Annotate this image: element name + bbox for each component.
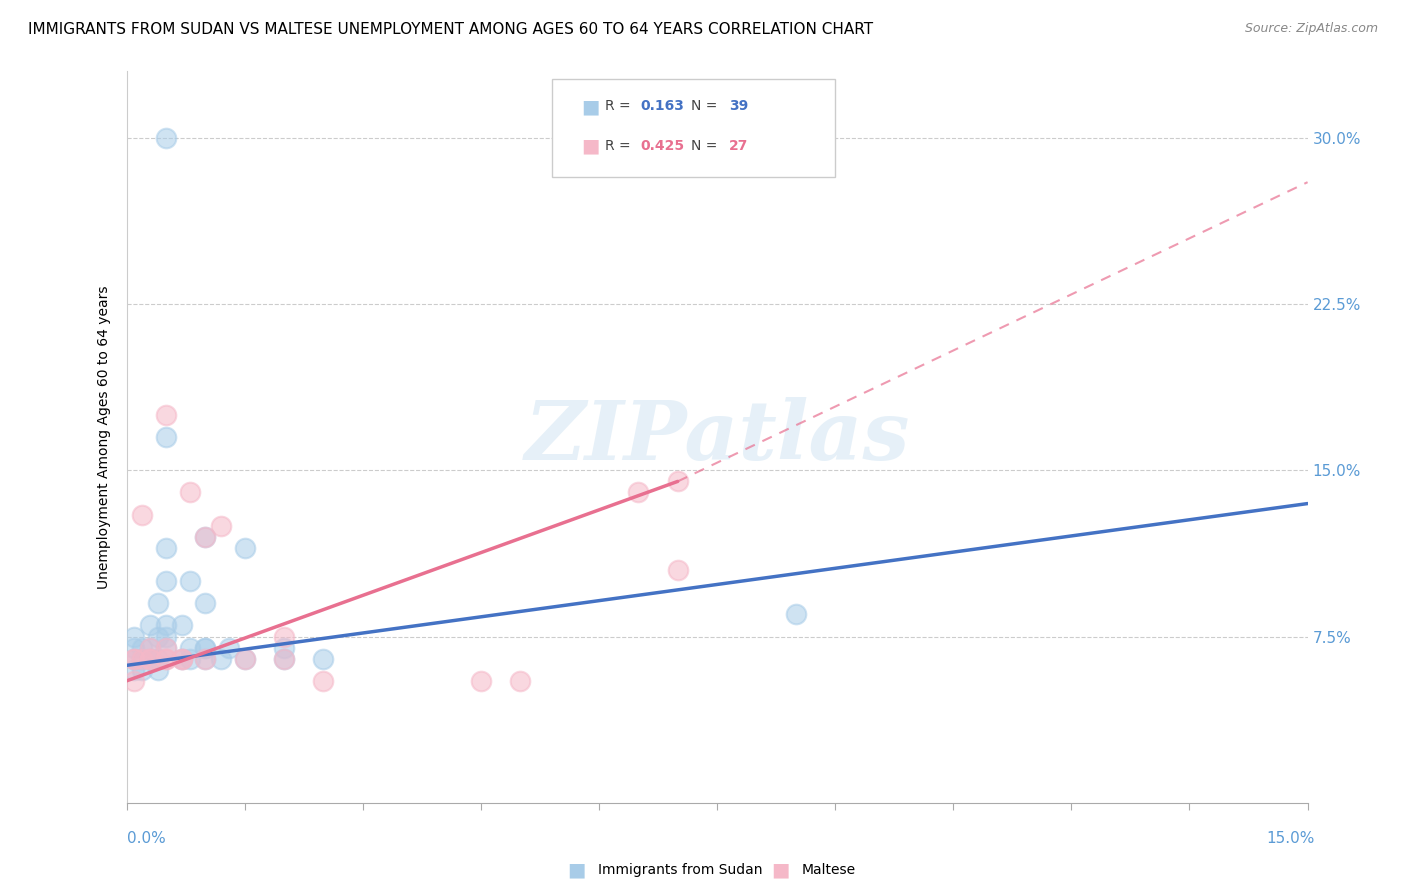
Text: Maltese: Maltese (801, 863, 855, 877)
Point (170, 651, 193, 665)
Point (233, 541, 256, 555)
Point (155, 574, 177, 589)
Point (312, 651, 335, 665)
Point (179, 651, 201, 665)
Point (194, 651, 217, 665)
Point (131, 640, 153, 655)
Point (155, 541, 177, 555)
Point (124, 651, 146, 665)
Point (139, 618, 162, 632)
Point (194, 640, 217, 655)
Point (146, 596, 169, 610)
Point (139, 651, 162, 665)
Point (139, 640, 162, 655)
Text: Source: ZipAtlas.com: Source: ZipAtlas.com (1244, 22, 1378, 36)
Point (146, 663, 169, 677)
Point (170, 651, 193, 665)
Point (155, 618, 177, 632)
Point (273, 630, 295, 644)
Point (155, 651, 177, 665)
Y-axis label: Unemployment Among Ages 60 to 64 years: Unemployment Among Ages 60 to 64 years (97, 285, 111, 589)
Point (139, 640, 162, 655)
Point (273, 651, 295, 665)
Text: Immigrants from Sudan: Immigrants from Sudan (598, 863, 762, 877)
Point (194, 596, 217, 610)
Point (131, 663, 153, 677)
Text: N =: N = (692, 100, 721, 113)
Point (218, 640, 240, 655)
Point (131, 508, 153, 522)
Point (666, 563, 689, 577)
Point (209, 518, 232, 533)
Point (785, 607, 807, 622)
Point (131, 651, 153, 665)
Text: ■: ■ (581, 97, 599, 116)
Point (146, 651, 169, 665)
Point (179, 574, 201, 589)
Text: 0.163: 0.163 (640, 100, 685, 113)
Point (155, 430, 177, 444)
Text: ZIPatlas: ZIPatlas (524, 397, 910, 477)
Point (194, 651, 217, 665)
FancyBboxPatch shape (551, 78, 835, 178)
Point (124, 673, 146, 688)
Point (509, 673, 531, 688)
Point (170, 651, 193, 665)
Text: IMMIGRANTS FROM SUDAN VS MALTESE UNEMPLOYMENT AMONG AGES 60 TO 64 YEARS CORRELAT: IMMIGRANTS FROM SUDAN VS MALTESE UNEMPLO… (28, 22, 873, 37)
Point (155, 131, 177, 145)
Text: 15.0%: 15.0% (1267, 831, 1315, 846)
Text: R =: R = (605, 139, 636, 153)
Text: R =: R = (605, 100, 636, 113)
Point (139, 651, 162, 665)
Text: 39: 39 (728, 100, 748, 113)
Text: 27: 27 (728, 139, 748, 153)
Point (194, 640, 217, 655)
Point (155, 640, 177, 655)
Point (194, 530, 217, 544)
Point (139, 651, 162, 665)
Point (155, 640, 177, 655)
Point (273, 640, 295, 655)
Point (209, 651, 232, 665)
Text: 0.0%: 0.0% (127, 831, 166, 846)
Point (155, 651, 177, 665)
Text: ■: ■ (770, 860, 790, 880)
Point (124, 640, 146, 655)
Point (146, 630, 169, 644)
Point (179, 485, 201, 500)
Point (124, 630, 146, 644)
Point (124, 651, 146, 665)
Text: 0.425: 0.425 (640, 139, 685, 153)
Point (179, 640, 201, 655)
Point (470, 673, 492, 688)
Point (131, 651, 153, 665)
Point (124, 651, 146, 665)
Point (312, 673, 335, 688)
Point (124, 663, 146, 677)
Point (194, 530, 217, 544)
Text: N =: N = (692, 139, 721, 153)
Text: ■: ■ (567, 860, 586, 880)
Point (273, 651, 295, 665)
Point (155, 408, 177, 422)
Point (627, 485, 650, 500)
Point (233, 651, 256, 665)
Point (155, 630, 177, 644)
Point (170, 618, 193, 632)
Text: ■: ■ (581, 136, 599, 155)
Point (666, 475, 689, 489)
Point (233, 651, 256, 665)
